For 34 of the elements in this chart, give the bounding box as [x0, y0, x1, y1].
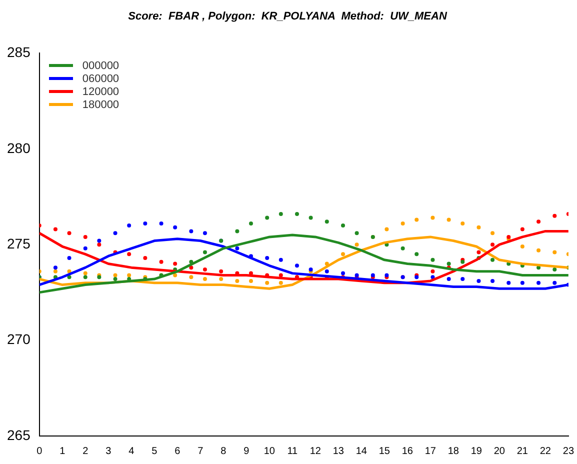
y-tick-label: 285 — [7, 44, 31, 60]
chart-title: Score: FBAR , Polygon: KR_POLYANA Method: UW_MEAN — [128, 10, 448, 23]
x-tick-label: 21 — [516, 446, 528, 457]
x-tick-label: 20 — [494, 446, 506, 457]
x-tick-label: 23 — [562, 446, 574, 457]
y-tick-label: 275 — [7, 235, 31, 252]
x-tick-label: 12 — [310, 446, 322, 457]
x-tick-label: 10 — [264, 446, 276, 457]
legend-label: 180000 — [82, 98, 120, 111]
y-tick-label: 280 — [7, 140, 31, 156]
legend-label: 060000 — [82, 72, 120, 85]
x-tick-label: 0 — [36, 446, 43, 457]
x-tick-label: 15 — [378, 446, 390, 457]
legend-label: 120000 — [82, 86, 120, 98]
x-tick-label: 11 — [287, 446, 298, 457]
x-tick-label: 5 — [152, 446, 158, 457]
x-tick-label: 2 — [82, 446, 89, 457]
x-tick-label: 4 — [128, 446, 135, 457]
x-tick-label: 22 — [540, 446, 552, 457]
x-tick-label: 18 — [448, 446, 460, 457]
x-tick-label: 9 — [244, 446, 250, 457]
x-tick-label: 1 — [60, 446, 66, 457]
x-tick-label: 8 — [220, 446, 227, 457]
x-tick-label: 13 — [332, 446, 344, 457]
x-tick-label: 17 — [424, 446, 436, 457]
x-tick-label: 7 — [198, 446, 204, 457]
y-tick-label: 270 — [7, 331, 31, 348]
y-tick-label: 265 — [7, 426, 31, 443]
x-tick-label: 14 — [356, 446, 368, 457]
legend-label: 000000 — [82, 60, 120, 72]
x-tick-label: 16 — [402, 446, 414, 457]
x-tick-label: 3 — [106, 446, 112, 457]
x-tick-label: 6 — [174, 446, 181, 457]
x-tick-label: 19 — [470, 446, 482, 457]
